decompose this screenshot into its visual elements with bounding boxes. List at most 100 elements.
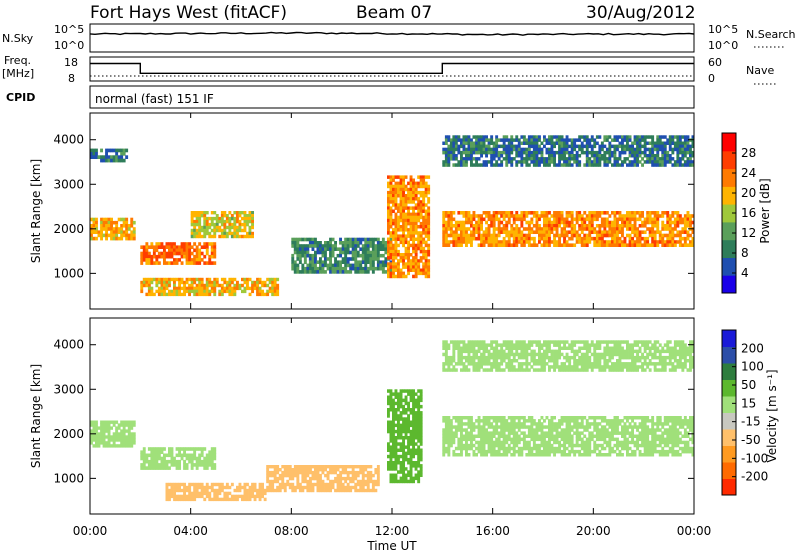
data-cell [515, 444, 518, 448]
data-cell [291, 468, 294, 471]
data-cell [390, 200, 393, 204]
data-cell [596, 425, 599, 429]
data-cell [201, 235, 204, 238]
data-cell [405, 452, 408, 456]
data-cell [601, 148, 604, 152]
data-cell [415, 467, 418, 471]
data-cell [543, 441, 546, 445]
data-cell [324, 468, 327, 471]
colorbar-tick-label: 20 [741, 186, 756, 200]
data-cell [518, 422, 521, 426]
data-cell [619, 240, 622, 244]
data-cell [598, 135, 601, 139]
data-cell [397, 421, 400, 425]
data-cell [108, 438, 111, 441]
data-cell [671, 237, 674, 241]
data-cell [213, 235, 216, 238]
data-cell [541, 142, 544, 146]
data-cell [256, 278, 259, 281]
data-cell [651, 148, 654, 152]
data-cell [93, 149, 96, 153]
data-cell [553, 142, 556, 146]
data-cell [548, 444, 551, 448]
data-cell [528, 227, 531, 231]
data-cell [115, 435, 118, 438]
data-cell [387, 213, 390, 217]
data-cell [488, 419, 491, 423]
data-cell [407, 442, 410, 446]
data-cell [442, 214, 445, 218]
data-cell [201, 447, 204, 451]
data-cell [586, 422, 589, 426]
data-cell [161, 293, 164, 296]
data-cell [538, 148, 541, 152]
data-cell [407, 427, 410, 431]
data-cell [442, 453, 445, 457]
data-cell [354, 241, 357, 245]
data-cell [412, 241, 415, 245]
data-cell [392, 414, 395, 418]
data-cell [166, 483, 169, 486]
data-cell [186, 255, 189, 259]
data-cell [493, 230, 496, 234]
data-cell [503, 441, 506, 445]
data-cell [168, 255, 171, 259]
data-cell [374, 257, 377, 261]
data-cell [274, 293, 277, 296]
data-cell [558, 422, 561, 426]
data-cell [601, 435, 604, 439]
data-cell [193, 223, 196, 226]
data-cell [415, 225, 418, 229]
data-cell [513, 214, 516, 218]
data-cell [246, 284, 249, 287]
data-cell [536, 154, 539, 158]
data-cell [420, 464, 423, 468]
data-cell [294, 238, 297, 242]
data-cell [684, 138, 687, 142]
data-cell [508, 145, 511, 149]
data-cell [636, 243, 639, 247]
data-cell [244, 492, 247, 495]
data-cell [548, 243, 551, 247]
data-cell [626, 138, 629, 142]
data-cell [405, 427, 408, 431]
data-cell [596, 218, 599, 222]
data-cell [108, 159, 111, 163]
data-cell [208, 261, 211, 265]
data-cell [681, 148, 684, 152]
data-cell [513, 157, 516, 161]
data-cell [410, 442, 413, 446]
data-cell [211, 281, 214, 284]
data-cell [442, 163, 445, 167]
data-cell [674, 211, 677, 215]
data-cell [608, 154, 611, 158]
data-cell [452, 438, 455, 442]
data-cell [503, 444, 506, 448]
data-cell [636, 211, 639, 215]
data-cell [276, 465, 279, 468]
data-cell [410, 424, 413, 428]
data-cell [483, 230, 486, 234]
data-cell [397, 234, 400, 238]
data-cell [480, 224, 483, 228]
data-cell [425, 259, 428, 263]
data-cell [357, 480, 360, 483]
data-cell [581, 422, 584, 426]
data-cell [402, 436, 405, 440]
data-cell [498, 138, 501, 142]
data-cell [508, 221, 511, 225]
data-cell [445, 416, 448, 420]
data-cell [407, 417, 410, 421]
data-cell [226, 284, 229, 287]
data-cell [614, 157, 617, 161]
data-cell [183, 460, 186, 464]
data-cell [110, 444, 113, 447]
data-cell [543, 240, 546, 244]
data-cell [611, 227, 614, 231]
data-cell [337, 264, 340, 268]
data-cell [498, 438, 501, 442]
data-cell [125, 444, 128, 447]
data-cell [445, 224, 448, 228]
data-cell [228, 220, 231, 223]
